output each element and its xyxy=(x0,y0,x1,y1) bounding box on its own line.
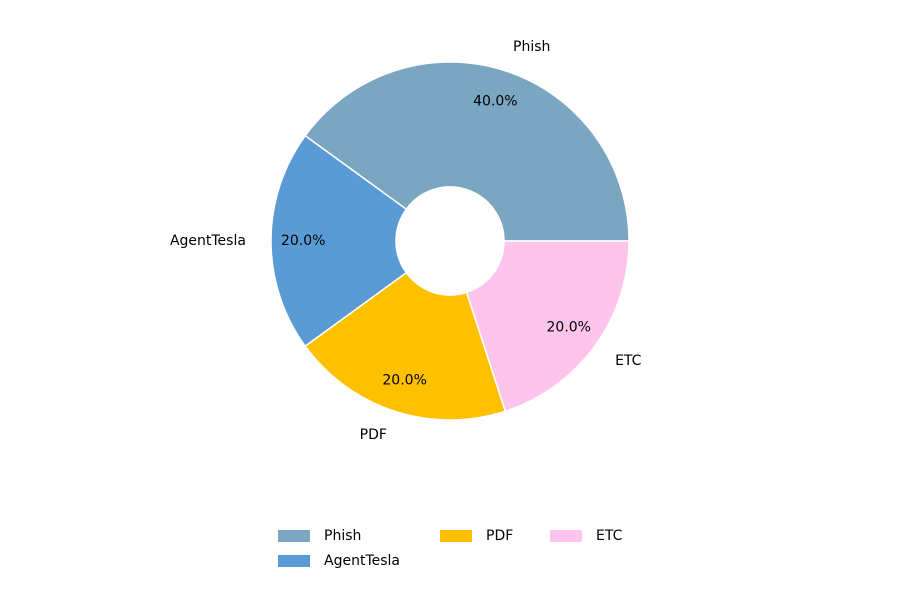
slice-label: AgentTesla xyxy=(170,233,246,249)
value-label: 20.0% xyxy=(281,233,325,249)
value-label: 20.0% xyxy=(547,319,591,335)
legend-swatch xyxy=(550,530,582,542)
slice xyxy=(270,134,408,348)
value-label: 40.0% xyxy=(473,93,517,109)
legend-label: AgentTesla xyxy=(324,553,400,569)
slice-label: Phish xyxy=(513,39,550,55)
slice xyxy=(465,240,630,413)
legend-swatch xyxy=(278,555,310,567)
slice xyxy=(304,271,507,421)
slice-label: PDF xyxy=(360,427,387,443)
legend-label: PDF xyxy=(486,528,513,544)
slice-label: ETC xyxy=(615,353,642,369)
slice xyxy=(304,61,630,242)
legend-label: Phish xyxy=(324,528,361,544)
legend-swatch xyxy=(440,530,472,542)
legend-swatch xyxy=(278,530,310,542)
value-label: 20.0% xyxy=(382,373,426,389)
legend-label: ETC xyxy=(596,528,623,544)
